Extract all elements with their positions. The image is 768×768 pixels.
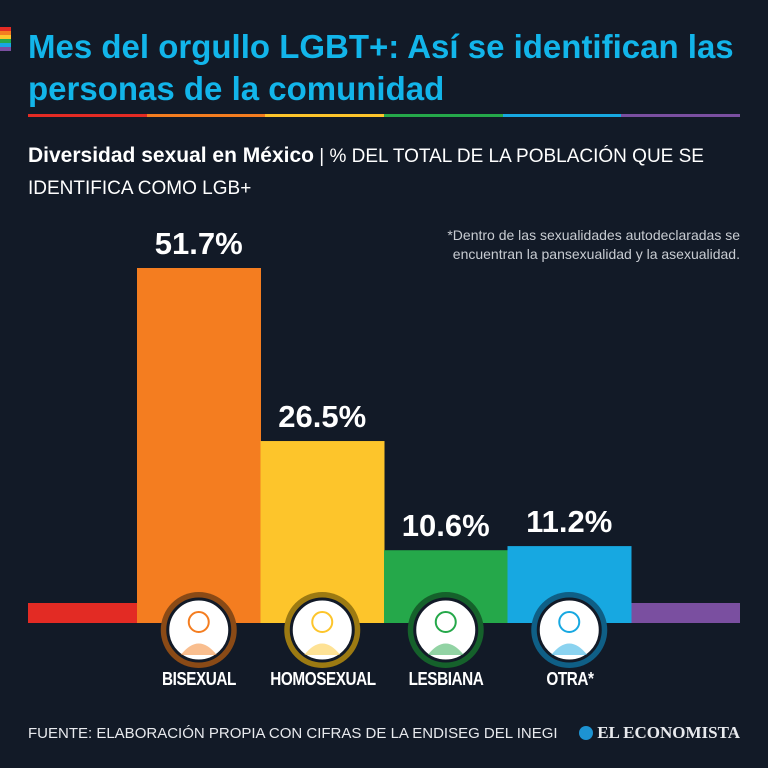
flag-stripe [0,27,11,31]
category-label: HOMOSEXUAL [269,669,376,689]
subtitle-bold: Diversidad sexual en México [28,144,314,167]
baseline-right-purple [631,603,740,623]
value-label: 10.6% [402,508,490,543]
value-label: 51.7% [155,226,243,261]
rule-segment [265,114,385,117]
category-label: LESBIANA [408,669,484,689]
people-illustration-icon [413,597,479,663]
globe-icon [579,726,594,740]
footnote: *Dentro de las sexualidades autodeclarad… [447,227,740,262]
face-icon [434,611,457,633]
rule-segment [621,114,741,117]
people-illustration-icon [289,597,355,663]
flag-stripe [0,39,11,43]
rule-segment [146,114,266,117]
people-illustration-icon [166,597,232,663]
rainbow-flag-icon [0,27,11,51]
rule-segment [502,114,622,117]
body-icon [304,643,341,655]
face-icon [311,611,334,633]
body-icon [427,643,464,655]
body-icon [551,643,588,655]
flag-stripe [0,31,11,35]
face-icon [187,611,210,633]
flag-stripe [0,35,11,39]
rainbow-divider [28,114,741,117]
page-title: Mes del orgullo LGBT+: Así se identifica… [28,28,734,107]
subtitle-separator: | [313,146,330,167]
subtitle-rest: % DEL TOTAL DE LA POBLACIÓN QUE SE IDENT… [28,146,704,199]
flag-stripe [0,43,11,47]
rule-segment [384,114,503,117]
people-illustration-icon [536,597,602,663]
value-label: 26.5% [278,399,366,434]
value-label: 11.2% [526,504,612,539]
flag-stripe [0,47,11,51]
baseline-left-red [28,603,137,623]
rule-segment [28,114,147,117]
face-icon [558,611,581,633]
category-label: BISEXUAL [162,669,236,689]
body-icon [180,643,217,655]
bar-0 [137,268,261,623]
logo-text: EL ECONOMISTA [597,723,740,742]
category-label: OTRA* [545,669,594,689]
source-text: FUENTE: ELABORACIÓN PROPIA CON CIFRAS DE… [28,725,558,742]
chart-subtitle: Diversidad sexual en México | % DEL TOTA… [28,140,748,205]
el-economista-logo: EL ECONOMISTA [579,723,740,743]
